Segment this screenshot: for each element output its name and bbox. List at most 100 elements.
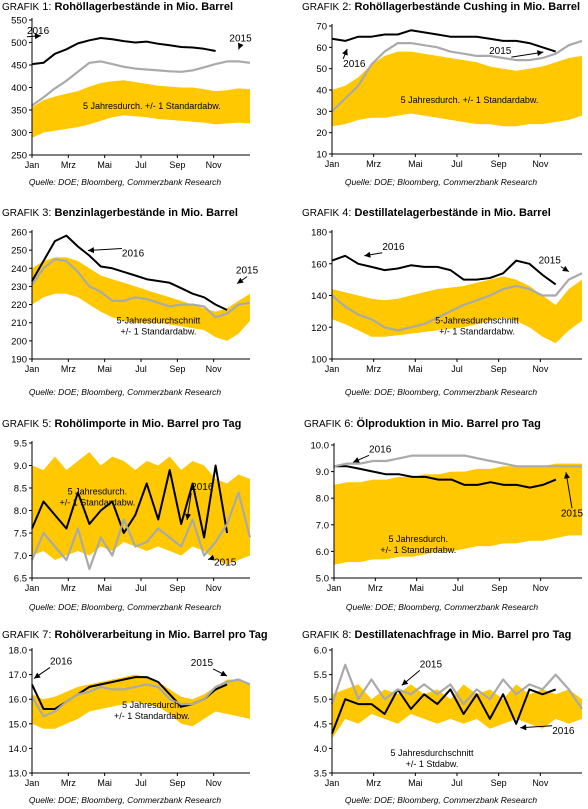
- x-tick-label: Nov: [206, 160, 223, 170]
- x-tick-label: Sep: [491, 583, 507, 593]
- std-band: [334, 463, 582, 565]
- y-tick-label: 8.0: [316, 494, 329, 505]
- chart-prefix: GRAFIK: [302, 630, 340, 641]
- x-tick-label: Jul: [135, 160, 147, 170]
- source-note: Quelle: DOE; Bloomberg, Commerzbank Rese…: [345, 387, 538, 397]
- y-tick-label: 15.0: [9, 719, 28, 730]
- series-line-2015: [330, 663, 583, 710]
- band-label: +/- 1 Standardabw.: [121, 326, 197, 336]
- chart-title: GRAFIK 5: Rohölimporte in Mio. Barrel pr…: [2, 418, 241, 430]
- x-tick-label: Sep: [169, 160, 185, 170]
- chart-4: GRAFIK 4: Destillatelagerbestände in Mio…: [302, 207, 583, 397]
- chart-number: 7:: [39, 629, 54, 641]
- x-tick-label: Nov: [533, 583, 550, 593]
- y-tick-label: 6.0: [314, 646, 327, 657]
- y-tick-label: 450: [11, 61, 27, 72]
- x-tick-label: Jan: [25, 160, 40, 170]
- x-tick-label: Nov: [532, 159, 549, 169]
- y-tick-label: 50: [316, 64, 327, 75]
- arrow-head: [34, 672, 41, 679]
- arrow-head: [185, 513, 192, 520]
- y-tick-label: 120: [311, 323, 327, 334]
- y-tick-label: 500: [11, 38, 27, 49]
- y-tick-label: 16.0: [9, 695, 28, 706]
- chart-number: 2:: [339, 1, 354, 13]
- x-tick-label: Jan: [325, 364, 340, 374]
- series-label-2016: 2016: [191, 482, 214, 493]
- chart-7: GRAFIK 7: Rohölverarbeitung in Mio. Barr…: [2, 629, 268, 805]
- x-tick-label: Mrz: [366, 364, 381, 374]
- y-tick-label: 9.5: [14, 439, 27, 450]
- series-label-2015: 2015: [191, 658, 214, 669]
- chart-prefix: GRAFIK: [2, 2, 40, 13]
- series-line-2016: [331, 254, 557, 286]
- band-label: +/- 1 Standardabw.: [59, 497, 135, 507]
- series-label-2016: 2016: [552, 726, 575, 737]
- y-tick-label: 9.0: [316, 467, 329, 478]
- band-label: +/- 1 Standardabw.: [114, 711, 190, 721]
- x-tick-label: Mai: [97, 364, 112, 374]
- y-tick-label: 7.0: [316, 520, 329, 531]
- y-tick-label: 18.0: [9, 646, 28, 657]
- chart-prefix: GRAFIK: [302, 208, 340, 219]
- series-line-2016: [331, 688, 557, 734]
- y-tick-label: 5.5: [314, 670, 327, 681]
- arrow-head: [34, 33, 41, 40]
- series-line-2015: [30, 491, 252, 571]
- y-tick-label: 200: [11, 336, 27, 347]
- source-note: Quelle: DOE; Bloomberg, Commerzbank Rese…: [29, 602, 222, 612]
- chart-1: GRAFIK 1: Rohöllagerbestände in Mio. Bar…: [2, 1, 252, 187]
- y-tick-label: 220: [11, 300, 27, 311]
- y-tick-label: 6.5: [14, 574, 27, 585]
- y-tick-label: 350: [11, 106, 27, 117]
- chart-number: 1:: [39, 1, 54, 13]
- chart-title-text: Benzinlagerbestände in Mio. Barrel: [55, 207, 238, 219]
- arrow-head: [364, 251, 371, 258]
- y-tick-label: 13.0: [9, 769, 28, 780]
- y-tick-label: 7.5: [14, 529, 27, 540]
- x-tick-label: Nov: [206, 364, 223, 374]
- arrow-head: [562, 265, 569, 272]
- source-note: Quelle: DOE; Bloomberg, Commerzbank Rese…: [29, 795, 222, 805]
- chart-2: GRAFIK 2: Rohöllagerbestände Cushing in …: [302, 1, 583, 187]
- x-tick-label: Nov: [532, 364, 549, 374]
- x-tick-label: Jan: [25, 364, 40, 374]
- x-tick-label: Mrz: [366, 159, 381, 169]
- band-label: +/- 1 Standardabw.: [439, 326, 515, 336]
- x-tick-label: Jan: [325, 159, 340, 169]
- series-label-2016: 2016: [27, 26, 50, 37]
- chart-title: GRAFIK 6: Ölproduktion in Mio. Barrel pr…: [304, 417, 541, 430]
- y-tick-label: 5.0: [314, 695, 327, 706]
- series-line-2015: [31, 258, 251, 319]
- y-tick-label: 250: [11, 246, 27, 257]
- y-tick-label: 550: [11, 16, 27, 27]
- std-band: [332, 684, 582, 739]
- x-tick-label: Mrz: [61, 583, 76, 593]
- y-tick-label: 8.0: [14, 506, 27, 517]
- chart-number: 5:: [39, 418, 54, 430]
- x-tick-label: Nov: [532, 778, 549, 788]
- x-tick-label: Sep: [169, 778, 185, 788]
- y-tick-label: 300: [11, 128, 27, 139]
- y-tick-label: 400: [11, 83, 27, 94]
- x-tick-label: Jan: [25, 583, 40, 593]
- band-label: 5 Jahresdurch.: [68, 486, 128, 496]
- chart-title-text: Rohöllagerbestände Cushing in Mio. Barre…: [355, 1, 581, 13]
- series-line-2016: [31, 464, 229, 539]
- chart-number: 4:: [339, 207, 354, 219]
- chart-number: 6:: [341, 418, 356, 430]
- band-label: 5 Jahresdurch. +/- 1 Standardabw.: [401, 95, 539, 105]
- x-tick-label: Mai: [97, 160, 112, 170]
- series-label-2015: 2015: [420, 659, 443, 670]
- x-tick-label: Sep: [169, 583, 185, 593]
- series-line-2015: [31, 60, 251, 107]
- x-tick-label: Sep: [491, 364, 507, 374]
- series-line-2016: [31, 37, 216, 66]
- chart-title-text: Rohölimporte in Mio. Barrel pro Tag: [55, 418, 242, 430]
- y-tick-label: 140: [311, 291, 327, 302]
- series-label-2015: 2015: [236, 266, 259, 277]
- x-tick-label: Mai: [97, 583, 112, 593]
- chart-3: GRAFIK 3: Benzinlagerbestände in Mio. Ba…: [2, 207, 259, 397]
- chart-title-text: Rohölverarbeitung in Mio. Barrel pro Tag: [55, 629, 268, 641]
